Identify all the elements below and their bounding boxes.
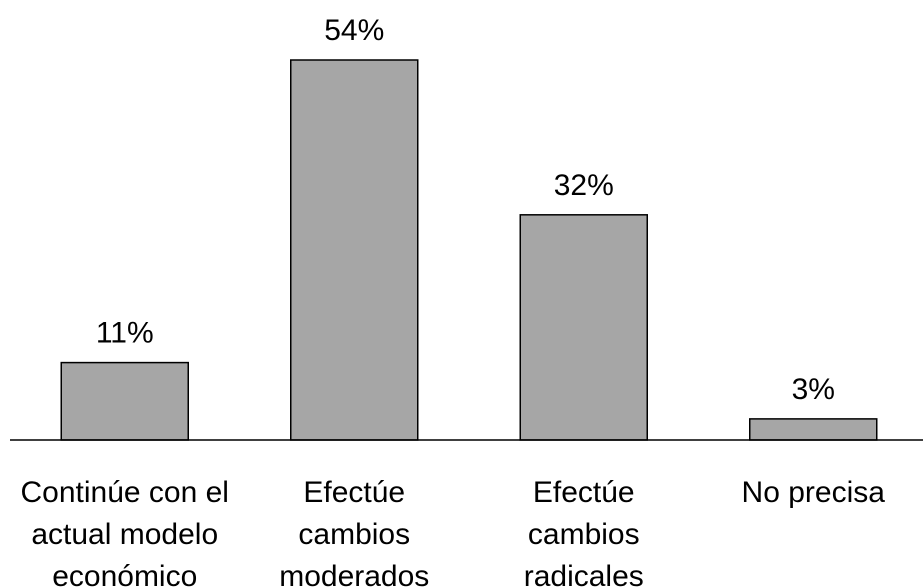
- category-label-1-line-1: Continúe con el: [21, 476, 229, 509]
- value-label-4: 3%: [792, 373, 835, 406]
- category-label-2: Efectúe cambios moderados: [279, 476, 429, 587]
- bar-4: [749, 418, 878, 441]
- category-label-2-line-2: cambios: [298, 518, 410, 551]
- category-labels-layer: Continúe con el actual modelo económico Efe…: [21, 476, 886, 587]
- value-label-1: 11%: [96, 317, 154, 350]
- bar-3: [519, 214, 648, 441]
- category-label-3-line-1: Efectúe: [533, 476, 635, 509]
- category-label-3: Efectúe cambios radicales: [524, 476, 644, 587]
- category-label-2-line-3: moderados: [279, 560, 429, 587]
- bar-2: [290, 59, 419, 441]
- value-labels-layer: 11% 54% 32% 3%: [96, 14, 835, 406]
- category-label-3-line-2: cambios: [528, 518, 640, 551]
- bars-layer: [60, 59, 878, 441]
- category-label-1-line-3: económico: [52, 560, 197, 587]
- category-label-4-line-1: No precisa: [742, 476, 886, 509]
- category-label-2-line-1: Efectúe: [303, 476, 405, 509]
- value-label-2: 54%: [324, 14, 384, 47]
- bar-1: [60, 361, 189, 441]
- category-label-1: Continúe con el actual modelo económico: [21, 476, 229, 587]
- category-label-4: No precisa: [742, 476, 886, 509]
- category-label-1-line-2: actual modelo: [31, 518, 218, 551]
- category-label-3-line-3: radicales: [524, 560, 644, 587]
- value-label-3: 32%: [554, 169, 614, 202]
